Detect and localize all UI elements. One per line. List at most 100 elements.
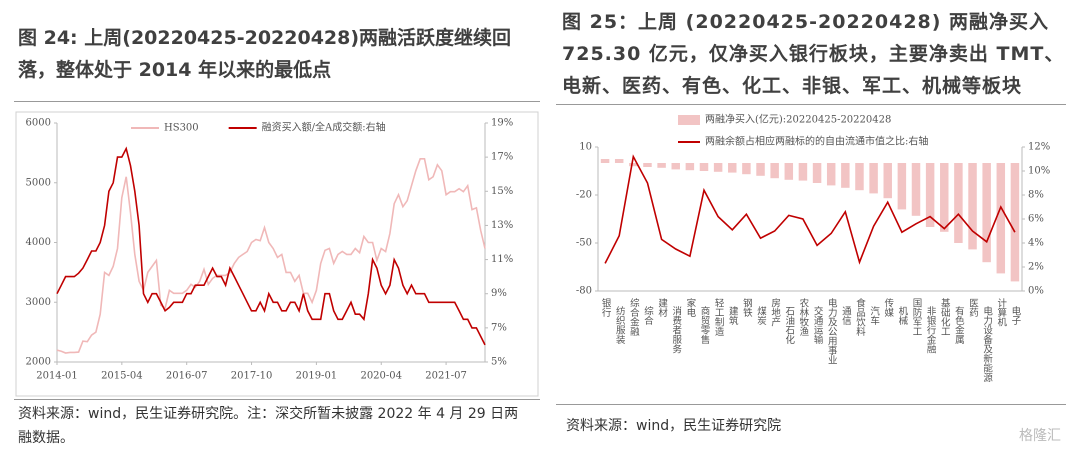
x-tick-label: 钢铁 <box>741 297 753 318</box>
bar <box>728 163 737 173</box>
x-tick-label: 纺织服装 <box>614 305 626 345</box>
x-tick-label: 医药 <box>967 298 979 318</box>
x-tick-label: 2019-01 <box>296 371 338 382</box>
x-tick-label: 非银行金融 <box>925 305 937 354</box>
y2-tick-label: 0% <box>1028 286 1044 297</box>
y-tick-label: 10 <box>579 142 592 153</box>
y-tick-label: -50 <box>576 238 592 249</box>
bar <box>897 163 907 210</box>
y2-tick-label: 15% <box>491 186 513 197</box>
x-tick-label: 石油石化 <box>783 306 795 345</box>
x-tick-label: 综合金融 <box>628 297 640 337</box>
x-tick-label: 基础化工 <box>939 297 951 336</box>
y-tick-label: 5000 <box>26 177 51 188</box>
x-tick-label: 消费者服务 <box>670 305 682 354</box>
x-tick-label: 电力及公用事业 <box>826 297 838 364</box>
x-tick-label: 2017-10 <box>231 371 273 382</box>
bar <box>996 163 1006 274</box>
x-tick-label: 综合 <box>642 305 654 326</box>
source: 资料来源：wind，民生证券研究院 <box>566 418 782 434</box>
bar <box>742 163 751 175</box>
x-tick-label: 电力设备及新能源 <box>981 305 993 383</box>
bar <box>968 163 977 250</box>
bar <box>1010 163 1020 282</box>
x-tick-label: 银行 <box>600 297 612 318</box>
y2-tick-label: 11% <box>491 254 513 265</box>
bar <box>855 163 864 191</box>
y2-tick-label: 9% <box>491 288 507 299</box>
bar <box>883 163 892 199</box>
y2-tick-label: 10% <box>1028 166 1050 177</box>
source: 资料来源：wind，民生证券研究院。注：深交所暂未披露 2022 年 4 月 2… <box>18 406 519 446</box>
chart-title: 图 24: 上周(20220425-20220428)两融活跃度继续回落，整体处… <box>18 27 512 81</box>
y2-tick-label: 7% <box>491 322 507 333</box>
watermark: 格隆汇 <box>1019 428 1061 444</box>
rule <box>14 399 540 400</box>
y-tick-label: 2000 <box>26 357 51 368</box>
legend-label: 融资买入额/全A成交额:右轴 <box>262 121 386 134</box>
y2-tick-label: 6% <box>1028 214 1044 225</box>
y2-tick-label: 13% <box>491 220 513 231</box>
y-tick-label: -20 <box>576 190 592 201</box>
x-tick-label: 2021-07 <box>425 371 467 382</box>
bar <box>713 163 723 172</box>
chart-title: 图 25：上周 (20220425-20220428) 两融净买入 725.30… <box>562 11 1065 97</box>
series-line <box>604 154 1016 265</box>
bar <box>911 163 921 216</box>
x-tick-label: 2014-01 <box>36 371 78 382</box>
x-tick-label: 计算机 <box>995 297 1007 327</box>
bar <box>982 163 991 263</box>
y2-tick-label: 8% <box>1028 190 1044 201</box>
x-tick-label: 轻工制造 <box>713 297 725 337</box>
x-tick-label: 建筑 <box>727 305 739 326</box>
legend-label: 两融净买入(亿元):20220425-20220428 <box>705 113 891 126</box>
bar <box>756 163 765 176</box>
y2-tick-label: 12% <box>1028 142 1050 153</box>
x-tick-label: 电子 <box>1009 305 1021 325</box>
x-tick-label: 机械 <box>896 305 908 326</box>
bar <box>954 163 963 243</box>
bar <box>841 163 850 188</box>
bar <box>940 163 949 232</box>
x-tick-label: 建材 <box>656 297 668 317</box>
y2-tick-label: 17% <box>491 152 513 163</box>
bar <box>925 163 935 227</box>
bar <box>770 163 779 179</box>
x-tick-label: 煤炭 <box>755 305 767 326</box>
y-tick-label: 3000 <box>26 297 51 308</box>
bar <box>869 163 878 194</box>
series-line <box>56 158 486 354</box>
y-tick-label: 6000 <box>26 118 51 129</box>
bar <box>812 163 822 183</box>
chart-frame <box>15 111 539 397</box>
x-tick-label: 国防军工 <box>911 298 923 336</box>
bar <box>614 159 624 163</box>
x-tick-label: 通信 <box>840 306 852 326</box>
x-tick-label: 交通运输 <box>812 305 824 345</box>
bar <box>826 163 836 186</box>
y-tick-label: -80 <box>576 286 592 297</box>
bar <box>699 163 709 171</box>
legend-label: 两融余额占相应两融标的的自由流通市值之比:右轴 <box>705 135 928 148</box>
x-tick-label: 2020-04 <box>360 371 402 382</box>
x-tick-label: 商贸零售 <box>699 305 711 345</box>
bar <box>600 159 610 163</box>
x-tick-label: 房地产 <box>769 297 781 327</box>
x-tick-label: 2016-07 <box>166 371 208 382</box>
bar <box>685 163 695 171</box>
bar <box>671 163 680 170</box>
y-tick-label: 4000 <box>26 237 51 248</box>
x-tick-label: 农林牧渔 <box>797 297 809 336</box>
series-line <box>56 146 486 346</box>
x-tick-label: 家电 <box>684 297 696 317</box>
legend-swatch <box>678 115 700 125</box>
x-tick-label: 传媒 <box>882 297 894 318</box>
bar <box>798 163 808 181</box>
x-tick-label: 食品饮料 <box>854 297 866 337</box>
y2-tick-label: 5% <box>491 357 507 368</box>
x-tick-label: 有色金属 <box>953 305 965 345</box>
bar <box>657 163 666 168</box>
rule <box>556 404 1066 405</box>
rule <box>14 101 540 102</box>
